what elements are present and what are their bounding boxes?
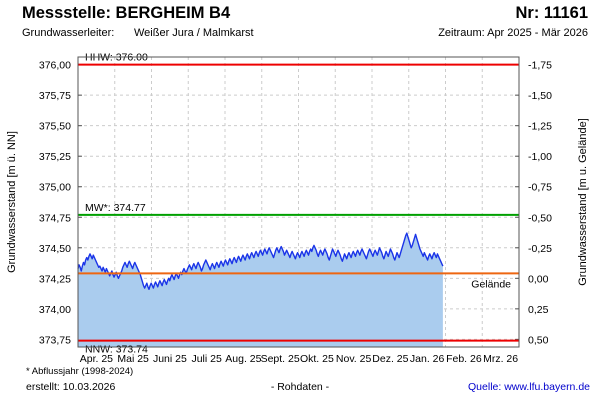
period-label: Zeitraum: Apr 2025 - Mär 2026 <box>438 27 588 39</box>
plot-frame <box>77 56 520 348</box>
y-axis-tick-label: 373,75 <box>39 334 71 346</box>
y-axis-tick-label: 374,00 <box>39 304 71 316</box>
source-link[interactable]: Quelle: www.lfu.bayern.de <box>468 381 590 393</box>
y-axis-tick-label: 375,50 <box>39 121 71 133</box>
y2-axis-tick-label: 0,25 <box>528 304 549 316</box>
raw-data-label: - Rohdaten - <box>270 381 330 393</box>
x-axis-tick-label: Mai 25 <box>117 353 149 365</box>
y-axis-tick-label: 374,75 <box>39 212 71 224</box>
x-axis-tick-label: Aug. 25 <box>225 353 261 365</box>
x-axis-tick-label: Juli 25 <box>191 353 222 365</box>
x-axis-tick-label: Mrz. 26 <box>483 353 518 365</box>
y2-axis-tick-label: -0,75 <box>528 182 552 194</box>
axis-ticks: 376,00 -1,75 375,75 -1,50 375,50 -1,25 375,25 -… <box>39 60 552 365</box>
y2-axis-tick-label: -1,75 <box>528 60 552 72</box>
y-axis-tick-label: 376,00 <box>39 60 71 72</box>
axis-labels: Grundwasserstand [m ü. NN] Grundwassersta… <box>6 118 589 286</box>
data-series <box>77 232 444 347</box>
y-axis-tick-label: 375,00 <box>39 182 71 194</box>
aquifer-label: Grundwasserleiter: <box>22 27 115 39</box>
y2-axis-tick-label: -0,50 <box>528 212 552 224</box>
reference-label-hhw: HHW: 376.00 <box>85 52 148 64</box>
x-axis-tick-label: Sept. 25 <box>261 353 300 365</box>
series-area <box>78 233 443 347</box>
footnote: * Abflussjahr (1998-2024) <box>26 366 134 377</box>
y-axis-tick-label: 374,25 <box>39 273 71 285</box>
x-axis-tick-label: Nov. 25 <box>336 353 372 365</box>
y2-axis-tick-label: 0,00 <box>528 273 549 285</box>
created-date: erstellt: 10.03.2026 <box>26 381 116 393</box>
x-axis-tick-label: Juni 25 <box>153 353 187 365</box>
y2-axis-tick-label: -1,25 <box>528 121 552 133</box>
x-axis-tick-label: Dez. 25 <box>372 353 408 365</box>
reference-label-mw: MW*: 374.77 <box>85 202 146 214</box>
x-axis-tick-label: Okt. 25 <box>300 353 334 365</box>
page-title: Messstelle: BERGHEIM B4 <box>22 4 231 22</box>
y2-axis-tick-label: -1,50 <box>528 90 552 102</box>
y2-axis-title: Grundwasserstand [m u. Gelände] <box>577 118 589 286</box>
y-axis-tick-label: 375,75 <box>39 90 71 102</box>
y-axis-title: Grundwasserstand [m ü. NN] <box>6 131 18 273</box>
station-number: Nr: 11161 <box>515 4 588 22</box>
chart-footer: * Abflussjahr (1998-2024) erstellt: 10.0… <box>0 366 600 400</box>
plot-border <box>77 56 520 348</box>
y-axis-tick-label: 375,25 <box>39 151 71 163</box>
x-axis-tick-label: Feb. 26 <box>446 353 482 365</box>
x-axis-tick-label: Apr. 25 <box>80 353 113 365</box>
y-axis-tick-label: 374,50 <box>39 243 71 255</box>
reference-label-gelaende: Gelände <box>471 278 511 290</box>
y2-axis-tick-label: -0,25 <box>528 243 552 255</box>
chart-header: Messstelle: BERGHEIM B4 Nr: 11161 Grundw… <box>0 0 600 50</box>
y2-axis-tick-label: -1,00 <box>528 151 552 163</box>
y2-axis-tick-label: 0,50 <box>528 334 549 346</box>
aquifer-value: Weißer Jura / Malmkarst <box>134 27 254 39</box>
series-line <box>77 232 444 291</box>
reference-label-nnw: NNW: 373.74 <box>85 344 148 356</box>
x-axis-tick-label: Jan. 26 <box>410 353 445 365</box>
